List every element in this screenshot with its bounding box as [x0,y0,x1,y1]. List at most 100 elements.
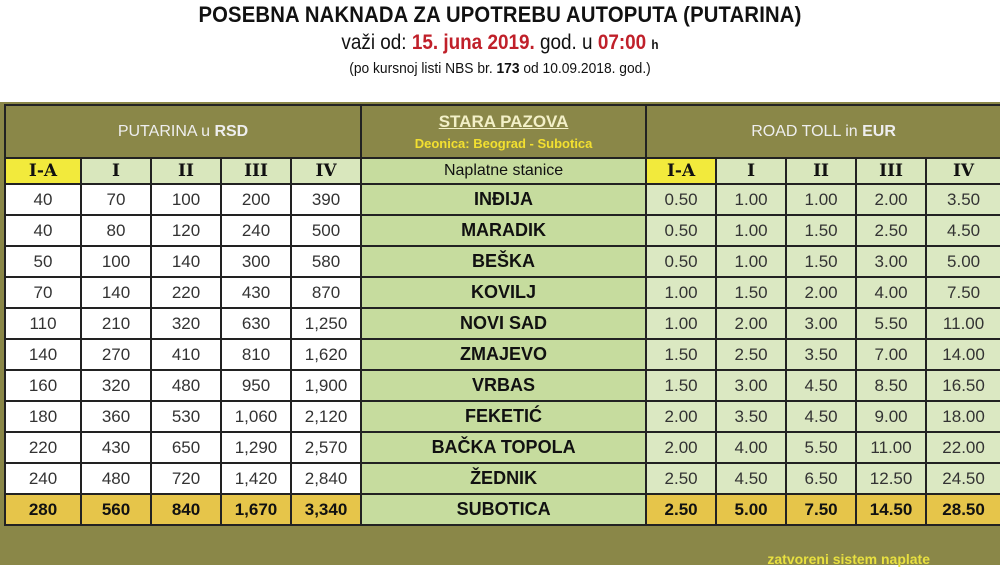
station-name: ZMAJEVO [360,338,648,371]
validity-prefix: važi od: [341,31,407,54]
table-row: 40 70 100 200 390 INĐIJA 0.50 1.00 1.00 2.00 3.50 [4,183,1000,216]
rsd-price-cell: 1,900 [289,369,363,402]
eur-price-cell: 16.50 [925,369,1000,402]
eur-price-cell: 2.00 [785,276,858,309]
rsd-price-cell: 390 [289,183,363,216]
rsd-price-cell: 410 [150,338,222,371]
station-name: INĐIJA [360,183,648,216]
station-name: SUBOTICA [360,493,648,526]
rsd-price-cell: 100 [80,245,152,278]
rsd-price-cell: 2,570 [289,431,363,464]
rsd-price-cell: 140 [150,245,222,278]
rsd-price-cell: 1,250 [289,307,363,340]
eur-price-cell: 12.50 [855,462,928,495]
eur-price-cell: 24.50 [925,462,1000,495]
table-row: 220 430 650 1,290 2,570 BAČKA TOPOLA 2.00 4.00 5… [4,431,1000,464]
eur-price-cell: 0.50 [645,214,718,247]
rsd-price-cell: 1,670 [220,493,292,526]
table-row: 180 360 530 1,060 2,120 FEKETIĆ 2.00 3.50 4.50 9.… [4,400,1000,433]
rsd-price-cell: 160 [4,369,82,402]
rsd-price-cell: 1,620 [289,338,363,371]
eur-header: ROAD TOLL in EUR [645,104,1000,159]
rsd-category-header: III [220,157,292,185]
eur-price-cell: 1.50 [785,245,858,278]
rsd-price-cell: 1,290 [220,431,292,464]
eur-price-cell: 7.50 [785,493,858,526]
rsd-price-cell: 580 [289,245,363,278]
rsd-price-cell: 50 [4,245,82,278]
eur-price-cell: 1.50 [645,369,718,402]
eur-price-cell: 2.50 [715,338,788,371]
eur-price-cell: 1.00 [715,183,788,216]
rsd-price-cell: 320 [80,369,152,402]
rsd-price-cell: 840 [150,493,222,526]
eur-price-cell: 4.50 [785,400,858,433]
eur-price-cell: 1.50 [715,276,788,309]
rsd-price-cell: 360 [80,400,152,433]
eur-price-cell: 1.50 [645,338,718,371]
validity-mid: god. u [540,31,593,54]
eur-price-cell: 3.50 [785,338,858,371]
eur-price-cell: 1.00 [645,307,718,340]
page-title: POSEBNA NAKNADA ZA UPOTREBU AUTOPUTA (PU… [198,2,802,27]
table-row: 50 100 140 300 580 BEŠKA 0.50 1.00 1.50 3.00 5.00 [4,245,1000,278]
rsd-header: PUTARINA u RSD [3,104,363,159]
rsd-price-cell: 40 [4,183,82,216]
eur-category-header: I [715,157,788,185]
eur-price-cell: 2.00 [715,307,788,340]
station-name: ŽEDNIK [360,462,648,495]
station-name: BEŠKA [360,245,648,278]
rsd-category-header: I [80,157,152,185]
eur-price-cell: 1.00 [785,183,858,216]
rsd-price-cell: 210 [80,307,152,340]
rsd-price-cell: 560 [80,493,152,526]
station-name: NOVI SAD [360,307,648,340]
table-row: 40 80 120 240 500 MARADIK 0.50 1.00 1.50 2.50 4.50 [4,214,1000,247]
eur-price-cell: 0.50 [645,183,718,216]
eur-price-cell: 6.50 [785,462,858,495]
eur-price-cell: 4.50 [925,214,1000,247]
station-title: STARA PAZOVA [438,112,569,131]
rsd-price-cell: 3,340 [289,493,363,526]
validity-unit: h [651,37,659,52]
rsd-price-cell: 530 [150,400,222,433]
eur-price-cell: 18.00 [925,400,1000,433]
rsd-price-cell: 480 [80,462,152,495]
eur-category-header: IV [925,157,1000,185]
rsd-price-cell: 180 [4,400,82,433]
rsd-price-cell: 950 [220,369,292,402]
station-name: FEKETIĆ [360,400,648,433]
rsd-price-cell: 430 [80,431,152,464]
rsd-price-cell: 80 [80,214,152,247]
validity-date: 15. juna 2019. [411,31,535,54]
eur-price-cell: 2.50 [645,462,718,495]
rsd-category-header: I-A [4,157,82,185]
rsd-price-cell: 500 [289,214,363,247]
rsd-price-cell: 220 [4,431,82,464]
eur-price-cell: 1.50 [785,214,858,247]
rsd-price-cell: 300 [220,245,292,278]
rsd-price-cell: 140 [80,276,152,309]
rate-note-prefix: (po kursnoj listi NBS br. [349,60,493,77]
rsd-category-header: II [150,157,222,185]
eur-price-cell: 11.00 [855,431,928,464]
eur-price-cell: 4.00 [855,276,928,309]
eur-price-cell: 1.00 [645,276,718,309]
table-row: 240 480 720 1,420 2,840 ŽEDNIK 2.50 4.50 6.50 12.… [4,462,1000,495]
eur-price-cell: 2.00 [645,431,718,464]
rsd-price-cell: 2,840 [289,462,363,495]
rsd-category-header: IV [289,157,363,185]
eur-price-cell: 3.50 [715,400,788,433]
rsd-price-cell: 240 [4,462,82,495]
eur-price-cell: 3.50 [925,183,1000,216]
eur-price-cell: 4.50 [715,462,788,495]
eur-price-cell: 5.00 [925,245,1000,278]
rsd-price-cell: 280 [4,493,82,526]
eur-price-cell: 28.50 [925,493,1000,526]
eur-price-cell: 14.00 [925,338,1000,371]
rsd-price-cell: 430 [220,276,292,309]
rsd-price-cell: 1,420 [220,462,292,495]
eur-price-cell: 3.00 [855,245,928,278]
rsd-price-cell: 870 [289,276,363,309]
rsd-price-cell: 810 [220,338,292,371]
